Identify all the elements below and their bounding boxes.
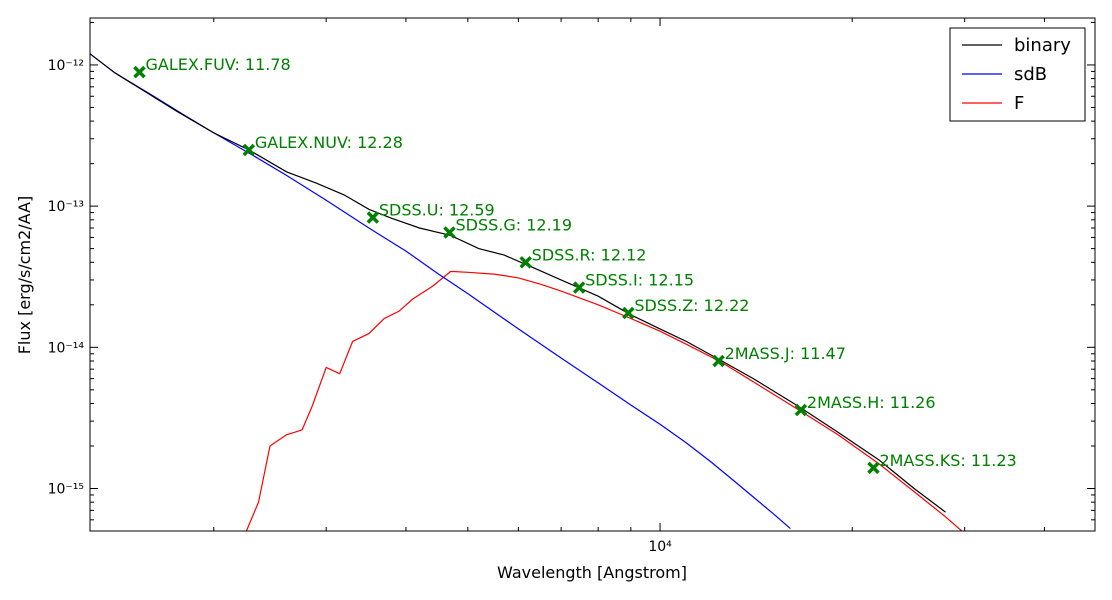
photometry-label: SDSS.Z: 12.22 [634, 296, 749, 315]
x-marker [242, 143, 256, 157]
photometry-point: SDSS.U: 12.59 [366, 201, 495, 224]
photometry-label: SDSS.U: 12.59 [379, 201, 495, 220]
y-tick-label: 10⁻¹⁵ [48, 481, 84, 497]
photometry-label: 2MASS.KS: 11.23 [879, 451, 1016, 470]
photometry-point: SDSS.Z: 12.22 [622, 296, 749, 320]
series-layer [90, 53, 963, 531]
x-marker [443, 226, 456, 239]
photometry-point: SDSS.I: 12.15 [572, 271, 694, 294]
y-tick-label: 10⁻¹³ [48, 199, 84, 215]
photometry-point: 2MASS.J: 11.47 [712, 344, 846, 368]
legend-label-binary: binary [1014, 35, 1071, 56]
photometry-label: SDSS.G: 12.19 [455, 216, 572, 235]
series-line-binary [90, 53, 946, 513]
x-marker [519, 256, 532, 269]
x-marker [622, 306, 635, 320]
photometry-label: 2MASS.H: 11.26 [807, 393, 936, 412]
series-line-F [245, 270, 963, 531]
x-axis-label: Wavelength [Angstrom] [497, 563, 687, 582]
axis-ticks: 10⁻¹² 10⁻¹³ 10⁻¹⁴ 10⁻¹⁵ 10⁴ [48, 18, 1095, 555]
y-tick-label: 10⁻¹² [48, 58, 84, 74]
x-marker [794, 403, 808, 417]
y-tick-label: 10⁻¹⁴ [48, 340, 85, 356]
legend-label-F: F [1014, 93, 1024, 114]
legend: binary sdB F [949, 27, 1086, 122]
x-marker [867, 461, 880, 475]
x-marker [133, 65, 146, 79]
y-axis-label: Flux [erg/s/cm2/AA] [15, 196, 34, 355]
photometry-point: SDSS.R: 12.12 [519, 245, 647, 269]
photometry-markers: GALEX.FUV: 11.78 GALEX.NUV: 12.28 SDSS.U: … [133, 55, 1017, 475]
photometry-point: GALEX.NUV: 12.28 [242, 133, 403, 157]
x-marker [366, 211, 380, 224]
x-tick-label: 10⁴ [648, 539, 672, 555]
plot-frame [89, 17, 1096, 532]
photometry-label: GALEX.NUV: 12.28 [255, 133, 403, 152]
photometry-point: 2MASS.H: 11.26 [794, 393, 936, 417]
plot-area [90, 18, 1095, 531]
photometry-point: 2MASS.KS: 11.23 [867, 451, 1017, 475]
photometry-label: GALEX.FUV: 11.78 [145, 55, 290, 74]
photometry-label: SDSS.I: 12.15 [585, 271, 694, 290]
photometry-label: 2MASS.J: 11.47 [725, 344, 846, 363]
legend-label-sdB: sdB [1014, 64, 1047, 85]
photometry-point: GALEX.FUV: 11.78 [133, 55, 291, 79]
x-marker [572, 281, 586, 294]
photometry-point: SDSS.G: 12.19 [443, 216, 572, 239]
photometry-label: SDSS.R: 12.12 [532, 245, 647, 264]
x-marker [712, 354, 725, 368]
